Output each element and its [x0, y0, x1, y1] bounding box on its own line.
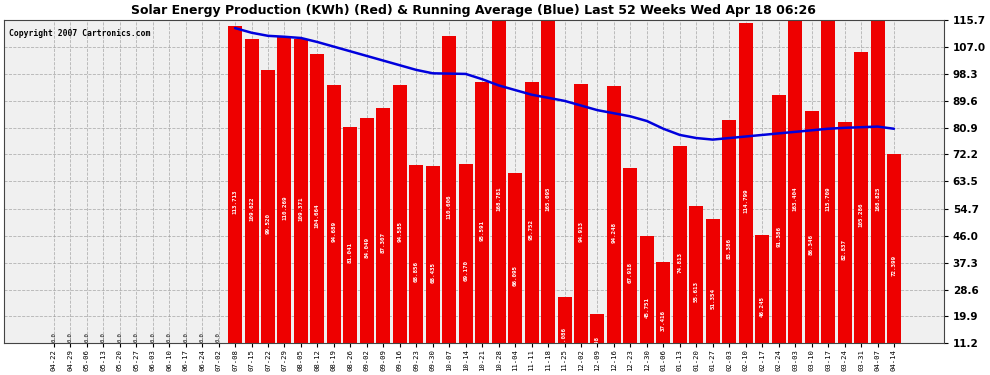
Text: 0.0: 0.0 — [101, 333, 106, 342]
Bar — [838, 122, 851, 375]
Bar — [277, 36, 291, 375]
Bar — [771, 95, 786, 375]
Text: 69.170: 69.170 — [463, 261, 468, 282]
Bar — [525, 81, 539, 375]
Text: 55.613: 55.613 — [694, 282, 699, 303]
Text: 0.0: 0.0 — [134, 333, 139, 342]
Bar — [706, 219, 720, 375]
Bar — [443, 36, 456, 375]
Bar — [656, 262, 670, 375]
Text: 0.0: 0.0 — [84, 333, 89, 342]
Text: 26.086: 26.086 — [562, 327, 567, 348]
Bar — [393, 85, 407, 375]
Bar — [508, 173, 522, 375]
Bar — [739, 22, 752, 375]
Bar — [854, 52, 868, 375]
Text: 83.386: 83.386 — [727, 238, 732, 260]
Bar — [376, 108, 390, 375]
Text: 51.354: 51.354 — [710, 288, 716, 309]
Bar — [607, 86, 621, 375]
Text: 0.0: 0.0 — [150, 333, 155, 342]
Text: 99.520: 99.520 — [265, 213, 270, 234]
Text: 163.404: 163.404 — [793, 187, 798, 211]
Text: 67.918: 67.918 — [628, 262, 633, 284]
Bar — [261, 70, 275, 375]
Text: 165.095: 165.095 — [545, 187, 550, 211]
Bar — [327, 85, 341, 375]
Text: 0.0: 0.0 — [183, 333, 188, 342]
Bar — [821, 20, 836, 375]
Bar — [458, 164, 472, 375]
Text: 109.622: 109.622 — [249, 196, 254, 220]
Text: 0.0: 0.0 — [166, 333, 171, 342]
Text: 115.709: 115.709 — [826, 187, 831, 211]
Text: 37.416: 37.416 — [661, 310, 666, 331]
Text: 91.386: 91.386 — [776, 226, 781, 247]
Text: 84.049: 84.049 — [364, 237, 369, 258]
Bar — [409, 165, 424, 375]
Title: Solar Energy Production (KWh) (Red) & Running Average (Blue) Last 52 Weeks Wed A: Solar Energy Production (KWh) (Red) & Ru… — [132, 4, 817, 17]
Bar — [640, 236, 653, 375]
Text: 94.689: 94.689 — [332, 221, 337, 242]
Bar — [492, 0, 506, 375]
Text: 110.269: 110.269 — [282, 195, 287, 220]
Text: 0.0: 0.0 — [51, 333, 56, 342]
Bar — [557, 297, 571, 375]
Text: 0.0: 0.0 — [117, 333, 122, 342]
Bar — [723, 120, 737, 375]
Bar — [311, 54, 325, 375]
Text: 46.245: 46.245 — [759, 296, 764, 317]
Bar — [294, 39, 308, 375]
Text: 82.837: 82.837 — [842, 239, 847, 260]
Bar — [542, 0, 555, 375]
Text: 94.585: 94.585 — [397, 221, 402, 242]
Bar — [590, 314, 605, 375]
Text: 68.856: 68.856 — [414, 261, 419, 282]
Bar — [689, 206, 703, 375]
Bar — [228, 26, 243, 375]
Bar — [788, 0, 802, 375]
Text: 104.664: 104.664 — [315, 204, 320, 228]
Bar — [887, 154, 901, 375]
Bar — [574, 84, 588, 375]
Text: 87.307: 87.307 — [381, 232, 386, 254]
Bar — [805, 111, 819, 375]
Text: 0.0: 0.0 — [200, 333, 205, 342]
Text: 94.248: 94.248 — [612, 222, 617, 243]
Text: 66.095: 66.095 — [513, 265, 518, 286]
Bar — [359, 118, 374, 375]
Text: 94.913: 94.913 — [578, 220, 583, 242]
Bar — [624, 168, 638, 375]
Text: 81.041: 81.041 — [347, 242, 352, 263]
Text: 86.346: 86.346 — [809, 234, 814, 255]
Text: 110.606: 110.606 — [446, 195, 451, 219]
Text: 168.781: 168.781 — [496, 187, 501, 211]
Bar — [344, 127, 357, 375]
Text: 109.371: 109.371 — [298, 196, 304, 221]
Text: 105.286: 105.286 — [858, 203, 863, 227]
Bar — [755, 235, 769, 375]
Text: Copyright 2007 Cartronics.com: Copyright 2007 Cartronics.com — [9, 29, 150, 38]
Bar — [426, 166, 440, 375]
Text: 168.825: 168.825 — [875, 187, 880, 211]
Text: 0.0: 0.0 — [68, 333, 73, 342]
Text: 45.751: 45.751 — [644, 297, 649, 318]
Bar — [673, 146, 687, 375]
Text: 0.0: 0.0 — [216, 333, 221, 342]
Text: 95.752: 95.752 — [529, 219, 534, 240]
Text: 20.698: 20.698 — [595, 336, 600, 357]
Text: 74.813: 74.813 — [677, 252, 682, 273]
Text: 114.799: 114.799 — [743, 188, 748, 213]
Text: 72.399: 72.399 — [891, 255, 897, 276]
Bar — [475, 82, 489, 375]
Text: 113.713: 113.713 — [233, 190, 238, 214]
Text: 68.435: 68.435 — [431, 262, 436, 283]
Text: 95.591: 95.591 — [480, 219, 485, 240]
Bar — [870, 0, 884, 375]
Bar — [245, 39, 258, 375]
